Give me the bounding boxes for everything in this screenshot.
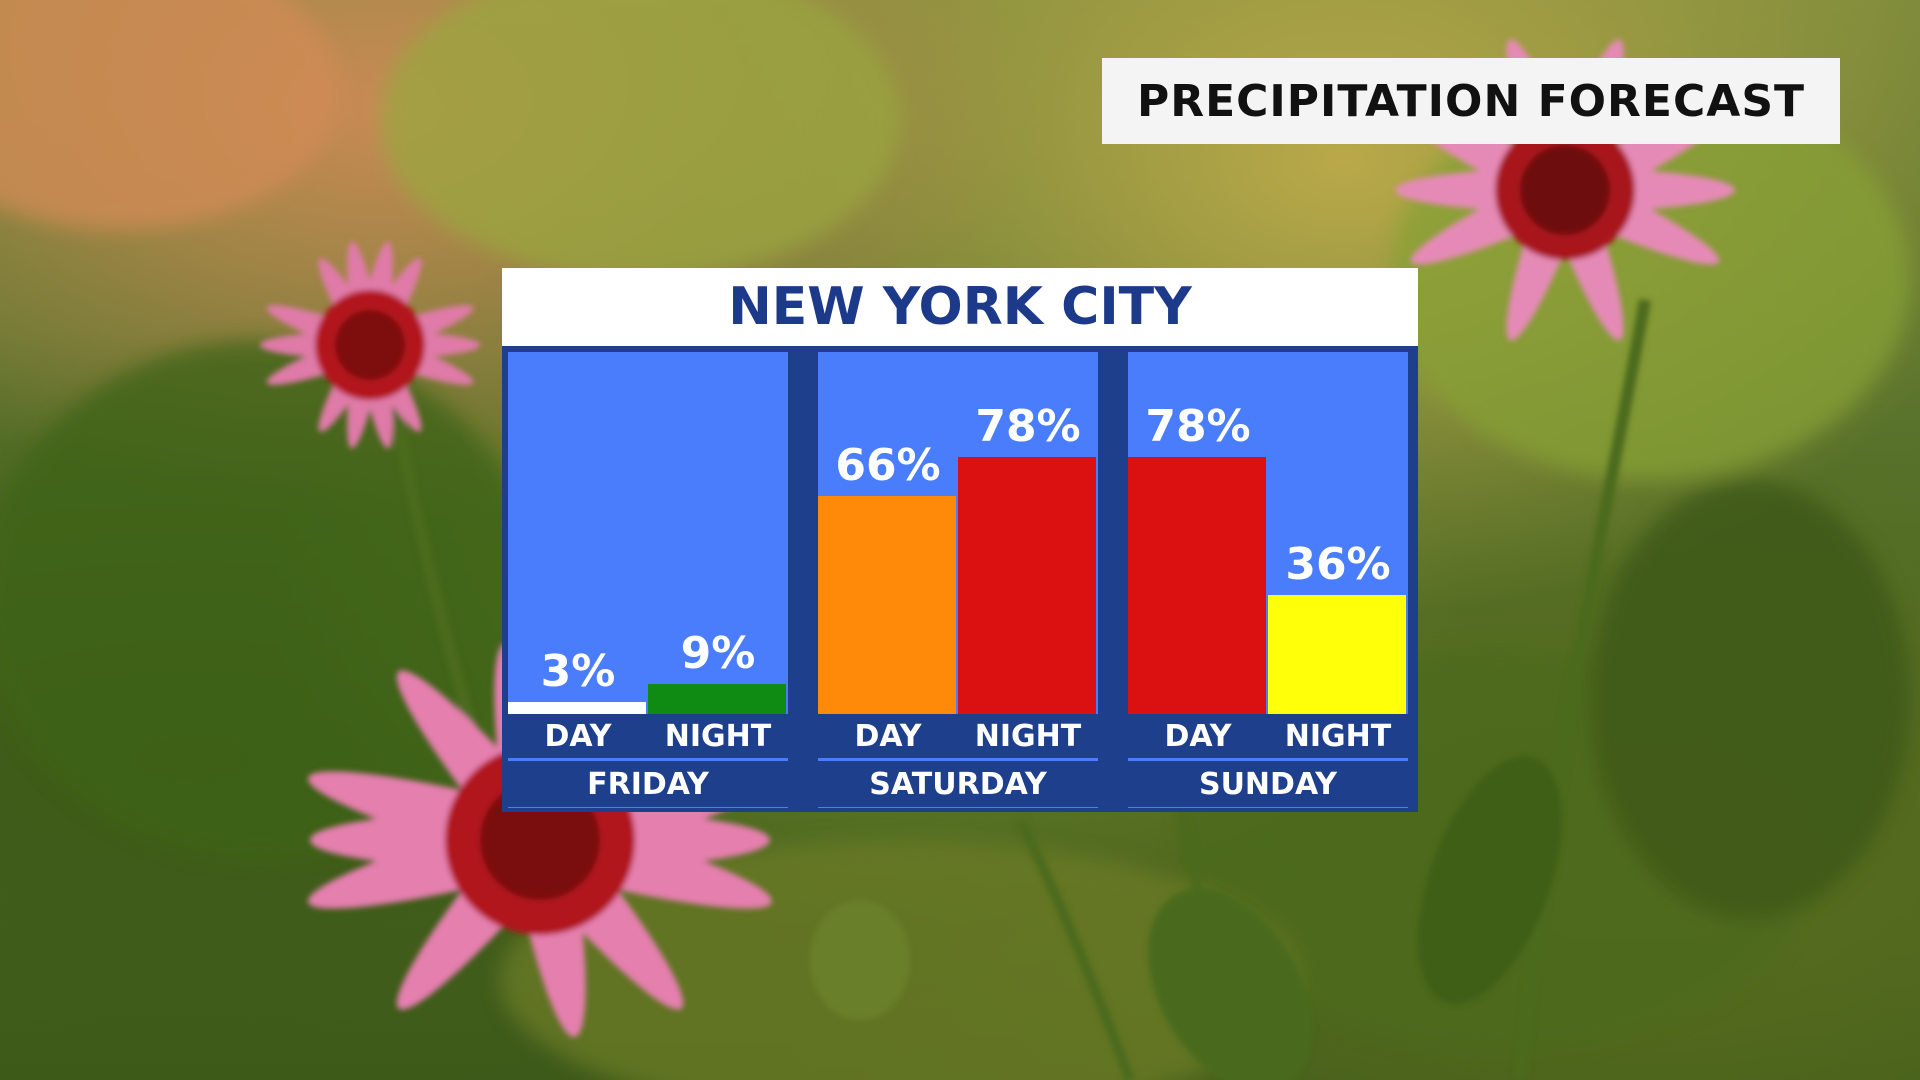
period-label-day: DAY (854, 718, 922, 754)
day-name-sunday: SUNDAY (1128, 761, 1408, 807)
bar-friday-night (648, 684, 786, 714)
bar-sunday-night (1268, 595, 1406, 714)
value-label-sunday-night: 36% (1285, 539, 1391, 591)
bar-sunday-day (1128, 456, 1266, 714)
bar-friday-day (508, 702, 646, 714)
day-panel-sunday: 78% 36% DAY NIGHT SUNDAY (1128, 352, 1408, 808)
period-labels-row: DAY NIGHT (508, 714, 788, 761)
day-name-saturday: SATURDAY (818, 761, 1098, 807)
forecast-chart: 3% 9% DAY NIGHT FRIDAY 66% 78% DAY NIGHT SATURDAY… (502, 346, 1418, 812)
value-label-saturday-night: 78% (975, 400, 1081, 452)
value-label-sunday-day: 78% (1145, 400, 1251, 452)
period-label-night: NIGHT (1284, 718, 1392, 754)
period-labels-row: DAY NIGHT (1128, 714, 1408, 761)
value-label-saturday-day: 66% (835, 440, 941, 492)
value-label-friday-day: 3% (540, 646, 616, 697)
period-label-night: NIGHT (974, 718, 1082, 754)
chart-title: NEW YORK CITY (728, 277, 1192, 337)
precipitation-forecast-title-box: PRECIPITATION FORECAST (1102, 58, 1840, 144)
bar-saturday-day (818, 496, 956, 714)
value-label-friday-night: 9% (680, 628, 756, 680)
city-title-box: NEW YORK CITY (502, 268, 1418, 346)
period-label-day: DAY (1164, 718, 1232, 754)
precipitation-forecast-title: PRECIPITATION FORECAST (1136, 75, 1806, 127)
period-label-night: NIGHT (664, 718, 772, 754)
bar-saturday-night (958, 456, 1096, 714)
period-labels-row: DAY NIGHT (818, 714, 1098, 761)
day-panel-friday: 3% 9% DAY NIGHT FRIDAY (508, 352, 788, 808)
day-panel-saturday: 66% 78% DAY NIGHT SATURDAY (818, 352, 1098, 808)
day-name-friday: FRIDAY (508, 761, 788, 807)
period-label-day: DAY (544, 718, 612, 754)
